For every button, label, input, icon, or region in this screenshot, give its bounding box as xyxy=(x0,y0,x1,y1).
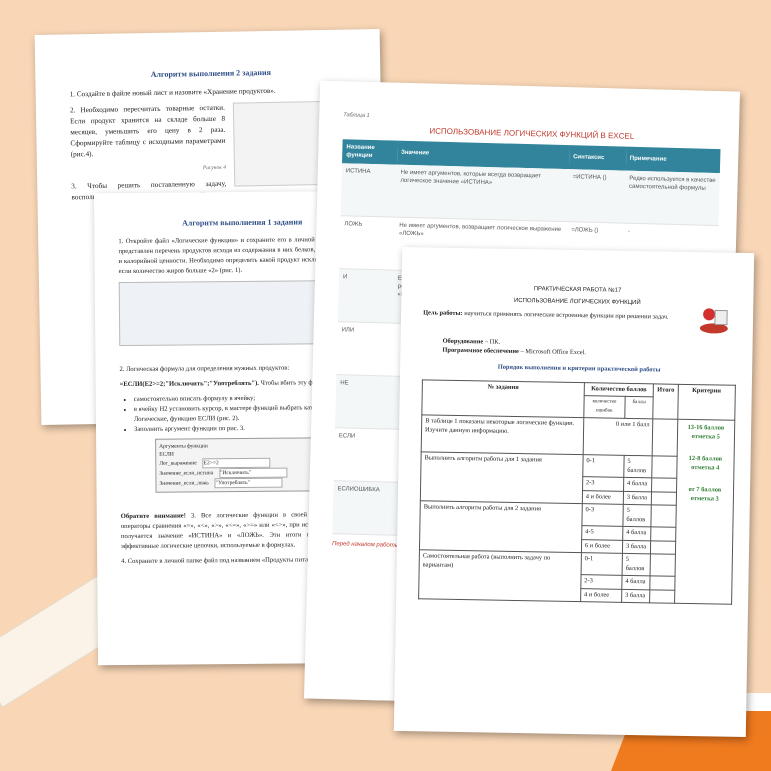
text: =ЕСЛИ(E2>=2;"Исключить";"Употреблять"). xyxy=(119,379,259,389)
points: 5 баллов xyxy=(623,455,653,478)
header-cell: Количество баллов xyxy=(584,382,654,397)
errors: 4-5 xyxy=(581,525,623,540)
total xyxy=(652,418,678,457)
dialog: Аргументы функции ЕСЛИ Лог_выражение E2>=… xyxy=(155,437,334,493)
errors: 6 и более xyxy=(581,539,623,554)
text: Значение_если_истина xyxy=(159,470,214,477)
total xyxy=(651,526,676,541)
table-cell: ЕСЛИОШИБКА xyxy=(332,480,389,536)
criterion: 12-8 баллов отметка 4 xyxy=(688,454,723,472)
errors: 4 и более xyxy=(580,588,622,603)
text: 1. Создайте в файле новый лист и назовит… xyxy=(69,86,276,99)
subheader-cell: баллы xyxy=(624,396,654,419)
text: Цель работы: xyxy=(423,309,463,318)
total xyxy=(650,575,675,590)
header-cell: Примечание xyxy=(625,146,721,174)
text: Алгоритм выполнения 2 задания xyxy=(150,67,271,80)
div: Значение_если_ложь "Употреблять" xyxy=(159,477,329,489)
rect xyxy=(714,309,728,326)
text: Программное обеспечение xyxy=(442,346,519,355)
total xyxy=(650,553,676,577)
header-row: № задания Количество баллов Итого Критерии xyxy=(421,379,736,421)
task-name: Самостоятельная работа (выполнить задачу… xyxy=(418,549,582,602)
ellipse xyxy=(699,323,728,334)
text: E2>=2 xyxy=(202,457,271,469)
table-cell: Не имеет аргументов, которые всегда возв… xyxy=(395,164,569,222)
points: 4 балла xyxy=(623,477,653,492)
total xyxy=(652,455,677,479)
text: научиться применять логические встроенны… xyxy=(464,310,669,321)
task-name: Выполнить алгоритм работы для 2 задания xyxy=(419,500,583,553)
table-cell: И xyxy=(337,268,395,324)
total xyxy=(651,491,677,506)
criterion: от 7 баллов отметка 3 xyxy=(688,485,722,503)
header-cell: Название функции xyxy=(342,139,398,165)
errors: 2-3 xyxy=(580,574,622,589)
text: Оборудование xyxy=(442,337,484,346)
text: "Употреблять" xyxy=(214,477,283,489)
text: – ПК. xyxy=(484,338,501,346)
points: 5 баллов xyxy=(621,553,651,576)
errors: 0-1 xyxy=(582,454,625,478)
subheader-cell: количество ошибок xyxy=(583,395,626,419)
header-cell: Итого xyxy=(653,383,678,420)
errors: 0-3 xyxy=(581,503,624,527)
criterion: 13-16 баллов отметка 5 xyxy=(687,423,725,441)
icon xyxy=(699,308,728,334)
table-cell: Редко используется в качестве самостояте… xyxy=(624,170,720,226)
criteria: 13-16 баллов отметка 5 12-8 баллов отметк… xyxy=(674,419,735,605)
errors: 2-3 xyxy=(582,476,624,491)
text: – Microsoft Office Excel. xyxy=(520,347,587,356)
header-cell: Синтаксис xyxy=(568,145,627,171)
total xyxy=(649,589,675,604)
total xyxy=(650,540,676,555)
p: Цель работы: научиться применять логичес… xyxy=(423,309,693,322)
table-row: В таблице 1 показаны некоторые логически… xyxy=(421,414,735,605)
total xyxy=(651,477,677,492)
points: 5 баллов xyxy=(622,504,652,527)
text: ИСПОЛЬЗОВАНИЕ ЛОГИЧЕСКИХ ФУНКЦИЙ xyxy=(513,297,641,307)
task-name: В таблице 1 показаны некоторые логически… xyxy=(421,414,584,455)
task-name: Выполнить алгоритм работы для 1 задания xyxy=(420,451,583,504)
points: 3 балла xyxy=(622,539,652,554)
points: 0 или 1 балл xyxy=(582,417,654,456)
page-d: ПРАКТИЧЕСКАЯ РАБОТА №17 ИСПОЛЬЗОВАНИЕ ЛО… xyxy=(393,246,755,738)
points: 3 балла xyxy=(621,588,651,603)
points: 4 балла xyxy=(621,575,651,590)
text: Обратите внимание! xyxy=(120,512,186,521)
table-cell: НЕ xyxy=(335,374,392,430)
table-cell: ЛОЖЬ xyxy=(339,215,396,271)
table-cell: ИСТИНА xyxy=(340,163,397,218)
criteria-table: № задания Количество баллов Итого Критерии к… xyxy=(418,379,736,605)
header-cell: Критерии xyxy=(677,383,736,421)
text: Лог_выражение xyxy=(159,460,197,467)
points: 4 балла xyxy=(622,526,652,541)
points: 3 балла xyxy=(623,490,652,505)
header-cell: № задания xyxy=(421,379,585,418)
circle xyxy=(703,308,716,321)
text: "Исключить" xyxy=(219,467,288,479)
table-cell: =ИСТИНА () xyxy=(567,169,626,224)
errors: 0-1 xyxy=(580,552,623,576)
errors: 4 и более xyxy=(582,490,624,505)
total xyxy=(651,504,676,528)
text: Порядок выполнения и критерии практическ… xyxy=(497,363,661,374)
text: Значение_если_ложь xyxy=(159,480,209,487)
table-cell: ЕСЛИ xyxy=(333,427,390,483)
table-cell: ИЛИ xyxy=(336,321,393,377)
